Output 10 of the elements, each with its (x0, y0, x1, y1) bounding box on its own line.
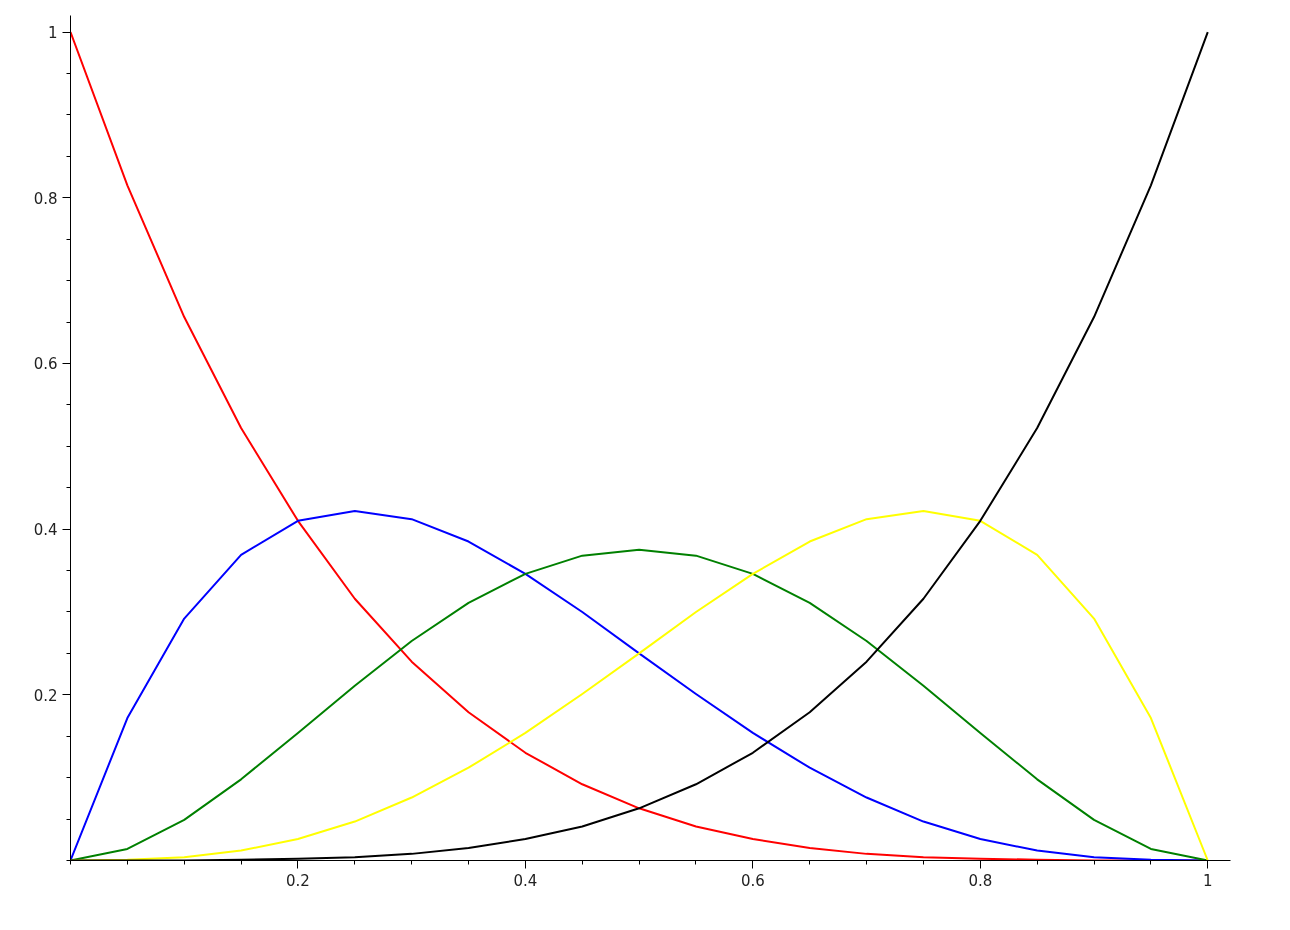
y-tick-label: 0.2 (33, 686, 58, 705)
y-tick-label: 0.4 (33, 521, 58, 540)
x-tick-label: 1 (1202, 871, 1213, 890)
y-tick-label: 1 (47, 24, 58, 43)
x-tick-label: 0.8 (968, 871, 993, 890)
y-tick-label: 0.8 (33, 189, 58, 208)
x-tick-label: 0.6 (740, 871, 765, 890)
y-tick-label: 0.6 (33, 355, 58, 374)
x-tick-label: 0.4 (513, 871, 538, 890)
x-tick-label: 0.2 (286, 871, 310, 890)
